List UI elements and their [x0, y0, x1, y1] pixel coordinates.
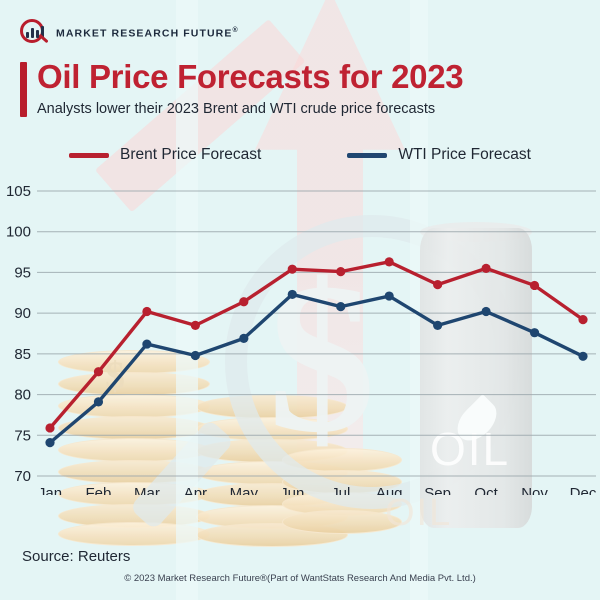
data-point[interactable]	[481, 263, 491, 273]
data-point[interactable]	[239, 297, 249, 307]
data-point[interactable]	[384, 257, 394, 267]
data-point[interactable]	[93, 367, 104, 377]
data-point[interactable]	[287, 264, 297, 274]
x-axis-tick-label: Jun	[280, 485, 304, 495]
oil-text-watermark-secondary: OIL	[385, 492, 453, 534]
x-axis-tick-label: Jul	[331, 485, 350, 495]
y-axis-tick-label: 105	[6, 183, 31, 200]
data-point[interactable]	[433, 320, 443, 330]
data-point[interactable]	[45, 438, 55, 448]
oil-text-watermark: OIL	[430, 423, 511, 475]
data-point[interactable]	[287, 289, 297, 300]
data-point[interactable]	[142, 339, 152, 349]
series-line-wti	[48, 292, 585, 445]
data-point[interactable]	[529, 328, 540, 338]
data-point[interactable]	[384, 291, 394, 301]
y-axis-tick-label: 90	[14, 305, 31, 322]
legend-item-wti[interactable]: WTI Price Forecast	[347, 146, 531, 164]
title-accent-bar	[20, 62, 27, 117]
legend-swatch-brent	[69, 152, 110, 158]
data-point[interactable]	[578, 351, 588, 361]
data-point[interactable]	[142, 306, 152, 317]
y-axis-tick-label: 75	[14, 427, 31, 444]
x-axis-tick-label: May	[230, 485, 259, 495]
series-line-brent	[48, 260, 585, 430]
y-axis-tick-label: 80	[14, 387, 31, 404]
title-block: Oil Price Forecasts for 2023 Analysts lo…	[20, 58, 464, 117]
data-point[interactable]	[45, 423, 55, 433]
vertical-light-band-left	[176, 0, 198, 600]
data-point[interactable]	[433, 280, 443, 290]
legend-item-brent[interactable]: Brent Price Forecast	[69, 146, 261, 164]
y-axis-tick-label: 85	[14, 346, 31, 363]
data-point[interactable]	[336, 267, 346, 277]
source-note: Source: Reuters	[22, 548, 131, 565]
x-axis-tick-label: Mar	[134, 485, 160, 495]
x-axis-tick-label: Nov	[521, 485, 548, 495]
legend-label-wti: WTI Price Forecast	[398, 146, 531, 163]
page-subtitle: Analysts lower their 2023 Brent and WTI …	[37, 100, 436, 117]
x-axis-tick-label: Apr	[184, 485, 207, 495]
y-axis-tick-label: 100	[6, 224, 31, 241]
data-point[interactable]	[93, 397, 104, 407]
brand-logo-text: MARKET RESEARCH FUTURE®	[56, 27, 239, 40]
chart-svg: 70 75 80 85 90 95 100 105 Jan Feb Mar Apr May Jun Jul A…	[6, 183, 597, 495]
line-chart: 70 75 80 85 90 95 100 105 Jan Feb Mar Apr May Jun Jul A…	[0, 175, 600, 495]
legend-label-brent: Brent Price Forecast	[120, 146, 262, 163]
x-axis-tick-label: Feb	[86, 485, 112, 495]
legend-swatch-wti	[347, 152, 388, 158]
x-axis-tick-label: Jan	[38, 485, 62, 495]
x-axis-tick-label: Dec	[570, 485, 597, 495]
dollar-watermark: $	[268, 238, 376, 477]
y-axis-tick-label: 95	[14, 264, 31, 281]
x-axis-tick-label: Sep	[424, 485, 451, 495]
x-axis-tick-label: Oct	[474, 485, 498, 495]
data-point[interactable]	[239, 333, 249, 343]
chart-legend: Brent Price Forecast WTI Price Forecast	[0, 146, 600, 164]
data-point[interactable]	[190, 350, 200, 361]
brand-logo-label: MARKET RESEARCH FUTURE	[56, 27, 233, 40]
copyright-note: © 2023 Market Research Future®(Part of W…	[124, 573, 476, 584]
data-point[interactable]	[190, 320, 200, 330]
magnifier-bar-chart-icon	[20, 18, 50, 48]
data-point[interactable]	[481, 306, 491, 317]
page-title: Oil Price Forecasts for 2023	[37, 58, 464, 95]
x-axis-tick-label: Aug	[376, 485, 403, 495]
registered-mark: ®	[232, 26, 239, 34]
data-point[interactable]	[336, 302, 346, 312]
data-point[interactable]	[529, 280, 540, 291]
y-axis-tick-label: 70	[14, 468, 31, 485]
data-point[interactable]	[578, 315, 588, 325]
brand-logo: MARKET RESEARCH FUTURE®	[20, 18, 239, 48]
